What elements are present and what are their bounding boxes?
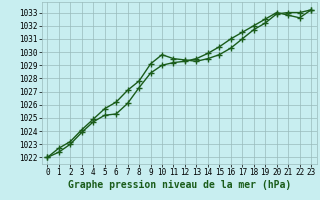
- X-axis label: Graphe pression niveau de la mer (hPa): Graphe pression niveau de la mer (hPa): [68, 180, 291, 190]
